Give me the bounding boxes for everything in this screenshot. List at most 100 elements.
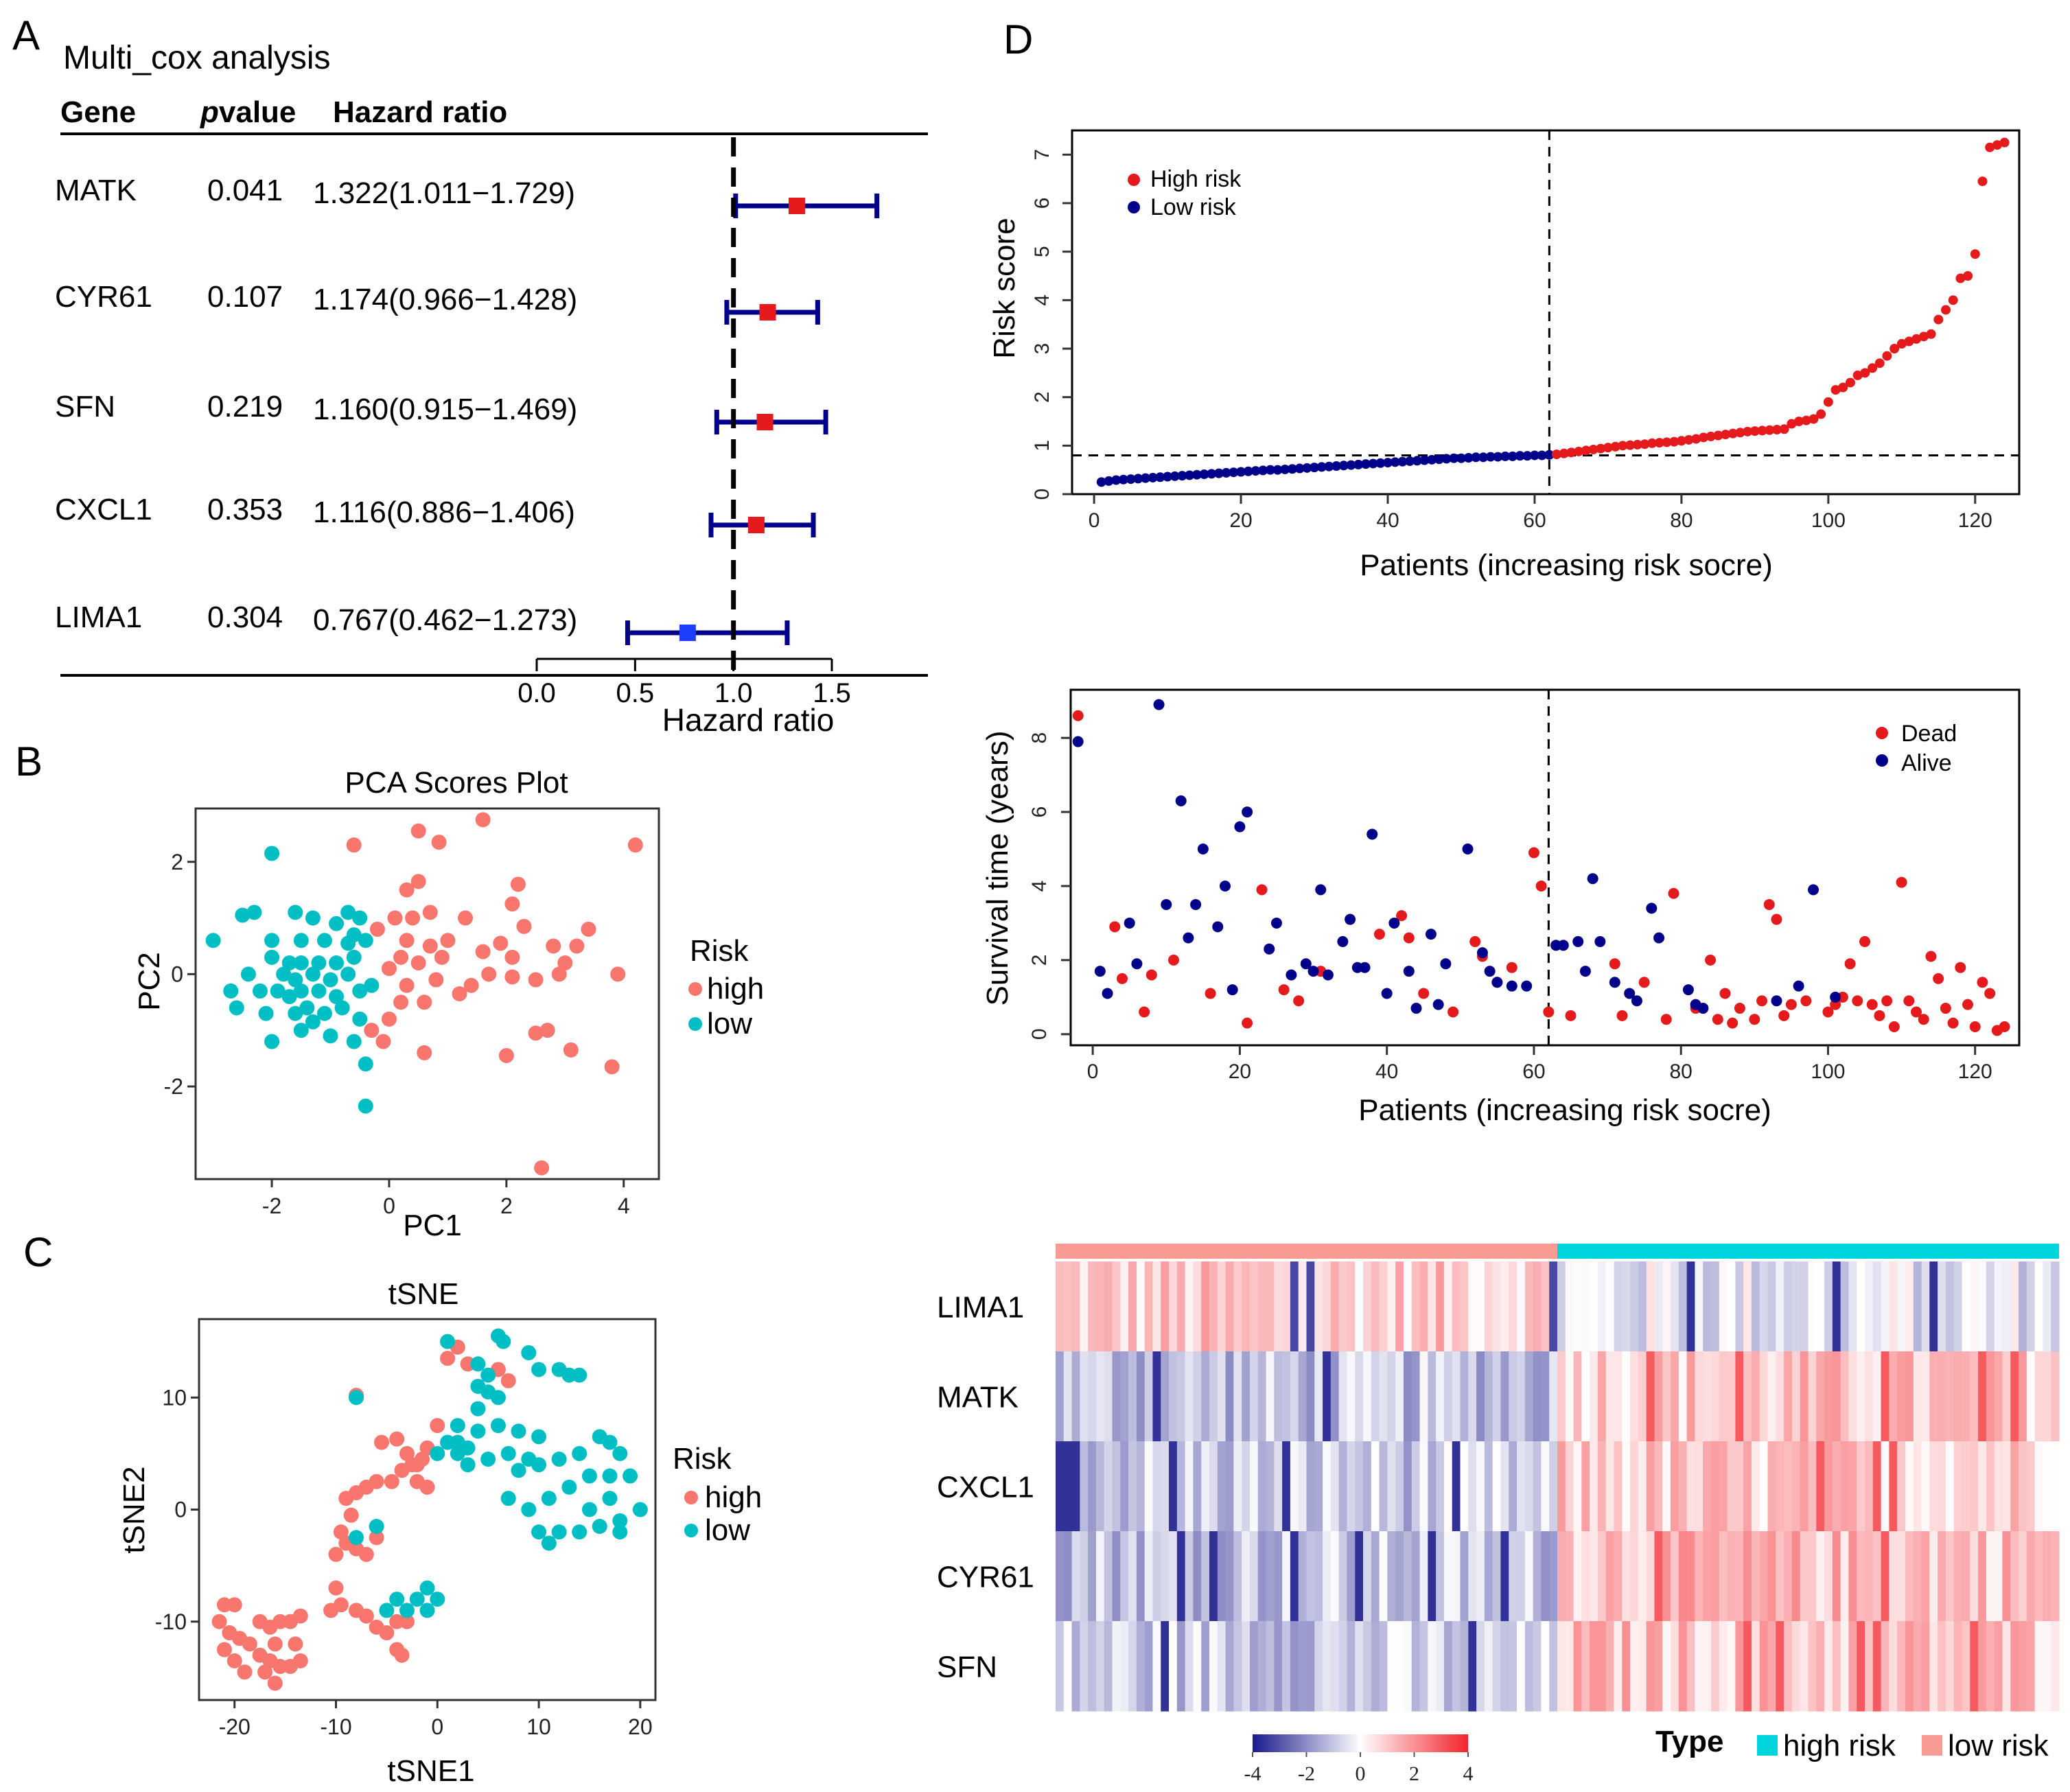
heatmap-cell [1257, 1531, 1267, 1622]
heatmap-cell [1816, 1261, 1825, 1352]
survival-point-alive [1646, 903, 1658, 914]
survival-point-dead [1719, 988, 1731, 999]
riskscore-x-tick-label: 100 [1811, 509, 1846, 532]
tsne-point-low [541, 1535, 557, 1551]
forest-gene-label: CXCL1 [55, 493, 152, 526]
heatmap-cell [1403, 1441, 1412, 1532]
riskscore-point-high-risk [1801, 415, 1811, 426]
heatmap-cell [1791, 1621, 1801, 1712]
heatmap-cell [1088, 1441, 1097, 1532]
heatmap-cell [1808, 1531, 1817, 1622]
heatmap-cell [1889, 1621, 1898, 1712]
heatmap-cell [1128, 1261, 1137, 1352]
heatmap-cell [1719, 1351, 1728, 1442]
riskscore-point-low-risk [1368, 458, 1378, 469]
heatmap-cell [1832, 1621, 1841, 1712]
riskscore-point-low-risk [1353, 459, 1364, 469]
heatmap-cell [1824, 1351, 1833, 1442]
pca-points [205, 812, 643, 1176]
heatmap-cell [1735, 1621, 1744, 1712]
heatmap-cell [1509, 1261, 1517, 1352]
heatmap-cell [1646, 1621, 1655, 1712]
heatmap-cell [1784, 1441, 1793, 1532]
pca-point-low [264, 846, 280, 861]
heatmap-cell [1735, 1261, 1744, 1352]
heatmap-cell [1565, 1261, 1574, 1352]
pca-point-low [288, 972, 303, 988]
forest-header-gene: Gene [60, 95, 136, 129]
survival-point-alive [1403, 966, 1415, 977]
heatmap-cell [1500, 1621, 1509, 1712]
riskscore-point-low-risk [1258, 465, 1268, 476]
heatmap-cell [1136, 1531, 1146, 1622]
heatmap-cell [1549, 1621, 1558, 1712]
tsne-point-low [531, 1429, 547, 1445]
survival-point-alive [1432, 999, 1444, 1010]
heatmap-cell [1759, 1621, 1769, 1712]
heatmap-cell [1776, 1621, 1784, 1712]
pca-point-low [299, 1000, 315, 1016]
heatmap-cell [1225, 1351, 1234, 1442]
pca-point-low [293, 933, 309, 949]
tsne-point-low [551, 1524, 567, 1540]
pca-x-tick-label: 0 [383, 1194, 395, 1218]
heatmap-cell [1411, 1351, 1421, 1442]
heatmap-cell [1791, 1441, 1801, 1532]
pca-point-low [229, 1000, 244, 1016]
heatmap-cell [1484, 1351, 1493, 1442]
heatmap-cell [1978, 1261, 1987, 1352]
heatmap-cell [1549, 1531, 1558, 1622]
heatmap-cell [1355, 1261, 1364, 1352]
riskscore-point-high-risk [1926, 329, 1936, 339]
pca-point-low [305, 910, 321, 926]
heatmap-cell [1176, 1351, 1186, 1442]
heatmap-cell [2034, 1351, 2044, 1442]
survival-point-alive [1808, 884, 1819, 896]
panel-letter-d: D [1003, 16, 1033, 62]
heatmap-cell [1622, 1621, 1631, 1712]
pca-point-high [399, 882, 415, 898]
heatmap-cell [1630, 1261, 1639, 1352]
heatmap-cell [2019, 1531, 2027, 1622]
tsne-point-low [389, 1592, 405, 1607]
survival-point-dead [1955, 962, 1966, 973]
survival-point-alive [1440, 958, 1452, 970]
heatmap-cell [1719, 1441, 1728, 1532]
survival-point-alive [1286, 969, 1297, 981]
riskscore-y-tick-label: 1 [1031, 440, 1054, 452]
heatmap-cell [1953, 1351, 1963, 1442]
heatmap-cell [1274, 1441, 1283, 1532]
survival-point-alive [1793, 980, 1804, 992]
heatmap-cell [1185, 1621, 1194, 1712]
heatmap-cell [1387, 1351, 1396, 1442]
pca-point-low [352, 1011, 368, 1027]
heatmap-cell [1452, 1261, 1461, 1352]
heatmap-cell [1169, 1621, 1178, 1712]
heatmap-cell [1492, 1351, 1502, 1442]
pca-point-high [504, 969, 520, 985]
heatmap-cell [1257, 1441, 1267, 1532]
heatmap-cell [1136, 1261, 1146, 1352]
heatmap-cell [1614, 1441, 1623, 1532]
heatmap-cell [1751, 1531, 1760, 1622]
tsne-point-low [450, 1434, 465, 1450]
heatmap-cell [1468, 1261, 1477, 1352]
pca-point-low [288, 1005, 303, 1021]
survival-point-alive [1631, 995, 1642, 1007]
tsne-point-high [226, 1653, 242, 1668]
heatmap-cell [1913, 1441, 1922, 1532]
pca-point-high [399, 933, 415, 949]
heatmap-cell [1411, 1261, 1421, 1352]
heatmap-cell [1056, 1531, 1065, 1622]
survival-point-dead [1763, 898, 1775, 910]
riskscore-point-low-risk [1163, 472, 1173, 482]
pca-point-high [428, 972, 444, 988]
survival-x-tick-label: 40 [1375, 1060, 1398, 1083]
survival-point-dead [1668, 887, 1679, 899]
tsne-point-low [531, 1457, 547, 1473]
heatmap-cell [1921, 1621, 1930, 1712]
heatmap-cell [1929, 1261, 1938, 1352]
heatmap-cell [1266, 1351, 1275, 1442]
heatmap-cell [1824, 1441, 1833, 1532]
pca-point-high [458, 910, 474, 926]
